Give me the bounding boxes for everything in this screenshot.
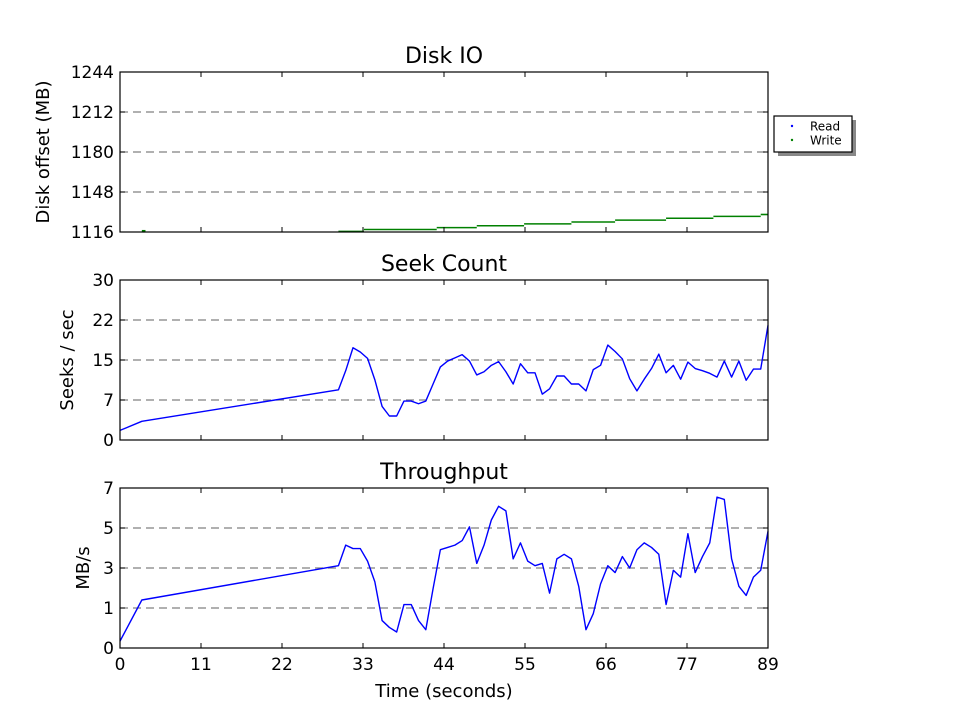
throughput-y-tick-label: 7 — [103, 479, 114, 499]
seek-count-y-tick-label: 22 — [92, 311, 114, 331]
throughput-x-tick-label: 89 — [757, 655, 779, 675]
time-x-axis-label: Time (seconds) — [374, 681, 512, 702]
disk-io-legend: Read Write — [773, 115, 856, 156]
throughput-y-tick-label: 3 — [103, 559, 114, 579]
disk-io-panel: 1116 1148 1180 1212 1244 Disk IO Disk offset… — [33, 44, 769, 243]
seek-count-marks — [119, 325, 769, 432]
seek-count-grid — [120, 319, 768, 401]
disk-io-title: Disk IO — [405, 44, 483, 69]
seek-count-y-tick-label: 7 — [103, 391, 114, 411]
throughput-x-tick-label: 0 — [115, 655, 126, 675]
throughput-y-tick-label: 1 — [103, 599, 114, 619]
throughput-x-tick-label: 66 — [595, 655, 617, 675]
throughput-y-tick-label: 5 — [103, 519, 114, 539]
throughput-y-axis-label: MB/s — [73, 546, 94, 589]
throughput-series-line — [119, 496, 769, 642]
throughput-marks — [119, 496, 769, 642]
seek-count-title: Seek Count — [381, 252, 507, 277]
legend-write-label: Write — [810, 134, 842, 148]
disk-io-y-tick-label: 1212 — [71, 103, 114, 123]
seek-count-y-tick-label: 0 — [103, 431, 114, 451]
seek-count-y-ticks: 0 7 15 22 30 — [92, 271, 768, 451]
throughput-x-tick-label: 44 — [433, 655, 455, 675]
disk-io-grid — [120, 111, 768, 193]
disk-io-y-ticks: 1116 1148 1180 1212 1244 — [71, 63, 768, 243]
legend-read-label: Read — [810, 120, 840, 134]
seek-count-y-tick-label: 30 — [92, 271, 114, 291]
legend-read-marker — [790, 124, 794, 128]
seek-count-panel: 0 7 15 22 30 Seek Count Seeks / sec — [57, 252, 769, 451]
disk-io-y-tick-label: 1244 — [71, 63, 114, 83]
throughput-y-tick-label: 0 — [103, 639, 114, 659]
throughput-x-tick-label: 77 — [676, 655, 698, 675]
throughput-x-tick-label: 22 — [271, 655, 293, 675]
seek-count-series-line — [119, 325, 769, 432]
disk-io-marks — [141, 213, 768, 233]
throughput-x-tick-label: 33 — [352, 655, 374, 675]
disk-io-y-tick-label: 1116 — [71, 223, 114, 243]
disk-io-y-axis-label: Disk offset (MB) — [33, 81, 54, 224]
throughput-grid — [120, 527, 768, 609]
seek-count-y-axis-label: Seeks / sec — [57, 309, 78, 410]
throughput-x-tick-label: 11 — [190, 655, 212, 675]
disk-io-y-tick-label: 1148 — [71, 183, 114, 203]
legend-box — [773, 115, 853, 153]
throughput-y-ticks: 0 1 3 5 7 — [103, 479, 768, 659]
throughput-x-ticks: 0 11 22 33 44 55 66 77 89 — [115, 488, 779, 675]
disk-io-x-ticks — [119, 72, 769, 232]
disk-io-y-tick-label: 1180 — [71, 143, 114, 163]
legend-write-marker — [790, 138, 794, 142]
throughput-x-tick-label: 55 — [514, 655, 536, 675]
throughput-title: Throughput — [379, 460, 508, 485]
seek-count-y-tick-label: 15 — [92, 351, 114, 371]
seek-count-x-ticks — [119, 280, 769, 440]
